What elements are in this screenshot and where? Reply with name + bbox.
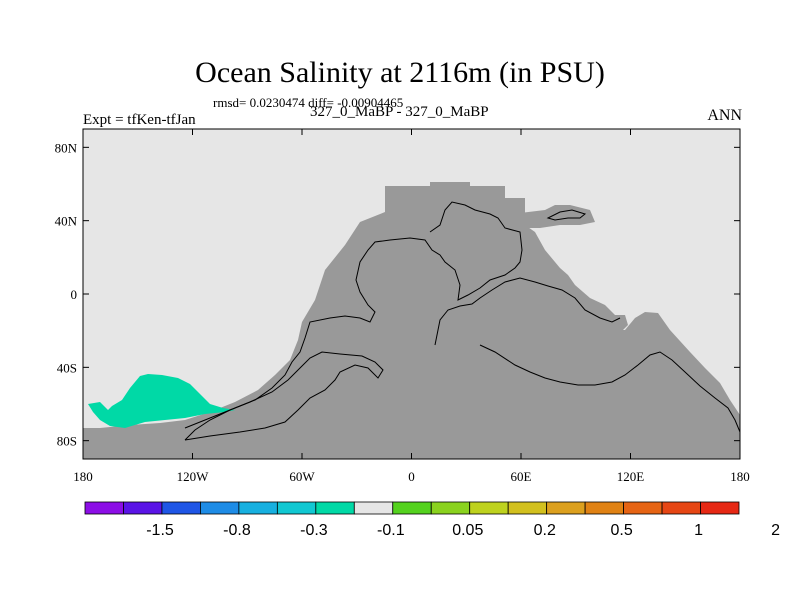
colorbar: -1.5 -0.8 -0.3 -0.1 0.05 0.2 0.5 1 2	[84, 501, 780, 539]
y-tick-label: 40S	[57, 360, 77, 375]
x-tick-label: 180	[730, 469, 750, 484]
colorbar-box	[584, 501, 624, 515]
stats-text: rmsd= 0.0230474 diff= -0.00904465	[213, 95, 404, 110]
map-title: Ocean Salinity at 2116m (in PSU)	[195, 56, 605, 89]
colorbar-box	[353, 501, 394, 515]
x-axis-ticks: 180 120W 60W 0 60E 120E 180	[73, 129, 750, 484]
colorbar-label: -0.1	[377, 522, 405, 539]
colorbar-label: -0.8	[223, 522, 251, 539]
northern-arm	[520, 205, 595, 228]
southern-landmass	[83, 182, 740, 459]
colorbar-label: 0.5	[611, 522, 633, 539]
contour-lines	[184, 201, 741, 441]
experiment-description: 327_0_MaBP - 327_0_MaBP	[310, 104, 489, 120]
experiment-label: Expt = tfKen-tfJan	[83, 112, 196, 128]
colorbar-box	[507, 501, 548, 515]
x-tick-label: 0	[408, 469, 415, 484]
contour-line-central	[434, 277, 621, 346]
contour-line-west	[184, 201, 523, 441]
land-mask	[83, 182, 740, 459]
colorbar-label: -0.3	[300, 522, 328, 539]
y-tick-label: 80N	[55, 140, 78, 155]
contour-line-north	[546, 209, 587, 221]
colorbar-box	[392, 501, 432, 515]
colorbar-box	[546, 501, 586, 515]
y-axis-ticks: 80N 40N 0 40S 80S	[55, 140, 740, 449]
colorbar-label: 0.05	[452, 522, 483, 539]
colorbar-box	[276, 501, 317, 515]
colorbar-box	[700, 501, 740, 515]
x-tick-label: 60W	[289, 469, 315, 484]
colorbar-label: 1	[694, 522, 703, 539]
colorbar-box	[161, 501, 201, 515]
colorbar-box	[123, 501, 163, 515]
colorbar-box	[469, 501, 509, 515]
y-tick-label: 80S	[57, 434, 77, 449]
contour-line-southeast	[479, 344, 741, 433]
y-tick-label: 0	[71, 287, 78, 302]
y-tick-label: 40N	[55, 214, 78, 229]
x-tick-label: 60E	[511, 469, 532, 484]
colorbar-box	[315, 501, 355, 515]
contour-line-southwest	[184, 351, 384, 441]
colorbar-box	[84, 501, 124, 515]
colorbar-box	[430, 501, 471, 515]
x-tick-label: 180	[73, 469, 93, 484]
colorbar-box	[200, 501, 240, 515]
colorbar-box	[238, 501, 278, 515]
x-tick-label: 120E	[617, 469, 645, 484]
salinity-anomaly-region	[88, 374, 235, 428]
season-label: ANN	[707, 107, 742, 124]
colorbar-box	[661, 501, 701, 515]
colorbar-box	[623, 501, 663, 515]
x-tick-label: 120W	[177, 469, 210, 484]
colorbar-label: 2	[771, 522, 780, 539]
colorbar-label: 0.2	[534, 522, 556, 539]
colorbar-label: -1.5	[146, 522, 174, 539]
